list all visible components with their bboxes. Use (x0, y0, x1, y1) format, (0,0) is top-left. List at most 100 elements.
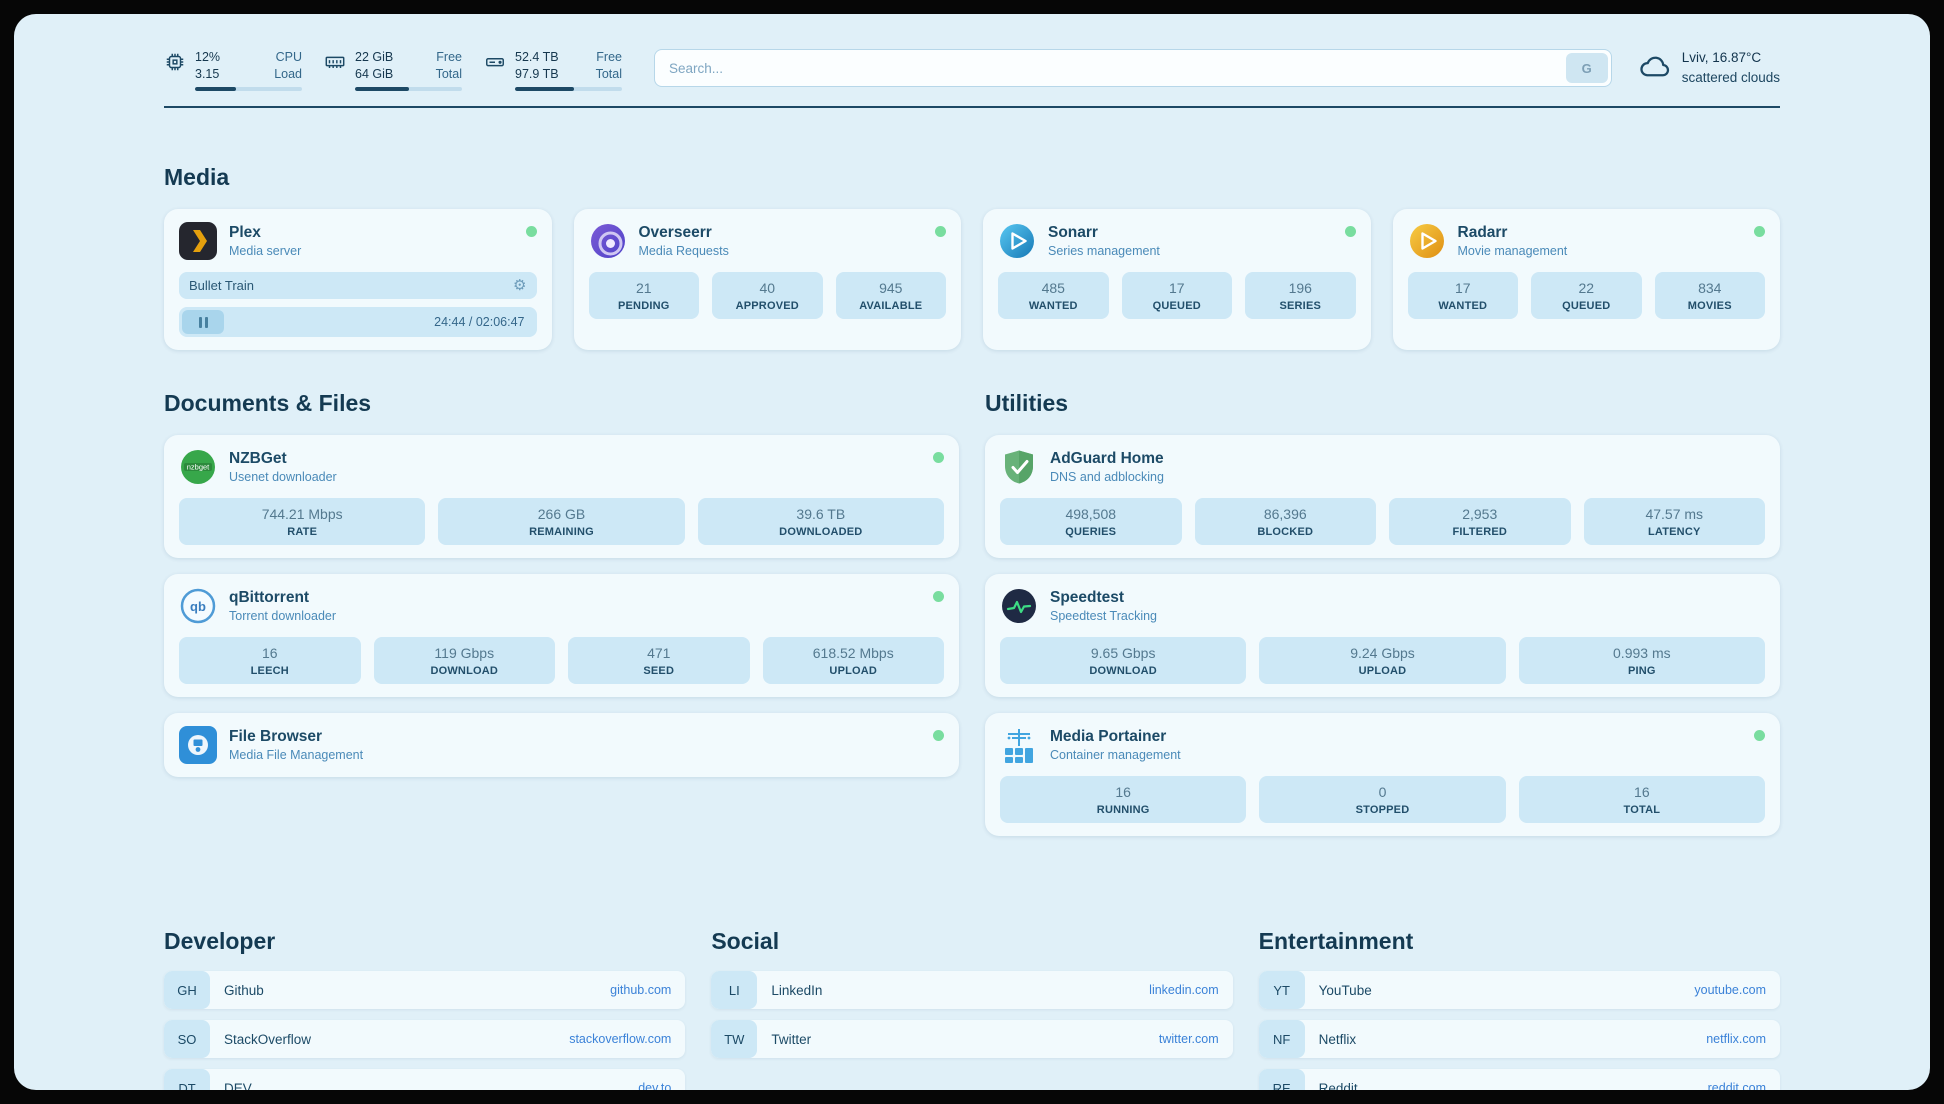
service-description: Media Requests (638, 243, 729, 258)
status-dot (933, 591, 944, 602)
stat-series: 196 SERIES (1245, 272, 1356, 319)
service-card-overseerr[interactable]: Overseerr Media Requests 21 PENDING 40 APP… (573, 209, 961, 350)
stat-queries: 498,508 QUERIES (1000, 498, 1182, 545)
documents-column: Documents & Files nzbget NZBGet Usenet d… (164, 350, 959, 777)
service-card-adguard[interactable]: AdGuard Home DNS and adblocking 498,508 Q… (985, 435, 1780, 558)
stat-wanted: 485 WANTED (998, 272, 1109, 319)
status-dot (933, 730, 944, 741)
search-bar: G (654, 49, 1612, 87)
memory-icon (324, 49, 346, 73)
bookmark-abbr: YT (1258, 971, 1305, 1009)
search-provider-button[interactable]: G (1565, 53, 1608, 83)
stat-upload: 9.24 Gbps UPLOAD (1259, 637, 1506, 684)
filebrowser-icon (179, 726, 217, 764)
disk-values: 52.4 TB 97.9 TB (515, 49, 559, 81)
stat-blocked: 86,396 BLOCKED (1194, 498, 1376, 545)
bookmark-name: YouTube (1318, 982, 1372, 998)
disk-usage-bar (515, 87, 622, 92)
service-name: qBittorrent (229, 588, 310, 606)
stat-movies: 834 MOVIES (1654, 272, 1765, 319)
bookmark-url[interactable]: youtube.com (1694, 983, 1766, 997)
service-card-sonarr[interactable]: Sonarr Series management 485 WANTED 17 QUE… (983, 209, 1371, 350)
service-card-filebrowser[interactable]: File Browser Media File Management (164, 713, 959, 777)
bookmark-dev[interactable]: DT DEV dev.to (164, 1069, 686, 1091)
playback-progress: 24:44 / 02:06:47 (179, 307, 537, 337)
plex-icon (179, 222, 217, 260)
bookmark-stackoverflow[interactable]: SO StackOverflow stackoverflow.com (164, 1020, 686, 1058)
bookmark-twitter[interactable]: TW Twitter twitter.com (711, 1020, 1233, 1058)
status-dot (525, 226, 537, 237)
media-cards: Plex Media server Bullet Train ⚙ 24:44 /… (164, 209, 1780, 350)
bookmark-netflix[interactable]: NF Netflix netflix.com (1258, 1020, 1780, 1058)
bookmark-group-entertainment: Entertainment YT YouTube youtube.com NF … (1258, 928, 1780, 1090)
weather-condition: scattered clouds (1681, 70, 1780, 85)
bookmark-name: DEV (224, 1080, 252, 1091)
search-input[interactable] (654, 49, 1612, 87)
service-card-nzbget[interactable]: nzbget NZBGet Usenet downloader 744.21 M… (164, 435, 959, 558)
service-card-qbittorrent[interactable]: qb qBittorrent Torrent downloader 16 LEEC… (164, 574, 959, 697)
stat-remaining: 266 GB REMAINING (438, 498, 685, 545)
bookmark-linkedin[interactable]: LI LinkedIn linkedin.com (711, 971, 1233, 1009)
stat-queued: 17 QUEUED (1121, 272, 1232, 319)
bookmark-url[interactable]: reddit.com (1707, 1081, 1766, 1090)
service-name: NZBGet (229, 449, 287, 467)
service-card-portainer[interactable]: Media Portainer Container management 16 R… (985, 713, 1780, 836)
overseerr-icon (589, 222, 627, 260)
stat-downloaded: 39.6 TB DOWNLOADED (697, 498, 944, 545)
now-playing-title: Bullet Train (189, 278, 255, 293)
bookmark-url[interactable]: twitter.com (1158, 1032, 1219, 1046)
stat-queued: 22 QUEUED (1531, 272, 1642, 319)
bookmark-reddit[interactable]: RE Reddit reddit.com (1258, 1069, 1780, 1090)
svg-text:nzbget: nzbget (187, 463, 210, 472)
pause-button[interactable] (182, 310, 224, 334)
service-description: Movie management (1457, 243, 1568, 258)
service-card-speedtest[interactable]: Speedtest Speedtest Tracking 9.65 Gbps DO… (985, 574, 1780, 697)
bookmark-abbr: TW (711, 1020, 758, 1058)
stat-upload: 618.52 Mbps UPLOAD (762, 637, 944, 684)
section-title-media: Media (164, 164, 230, 190)
speedtest-icon (1000, 587, 1038, 625)
service-description: Container management (1050, 747, 1181, 762)
bookmark-name: Netflix (1318, 1031, 1357, 1047)
memory-values: 22 GiB 64 GiB (355, 49, 394, 81)
bookmark-youtube[interactable]: YT YouTube youtube.com (1258, 971, 1780, 1009)
qbittorrent-icon: qb (179, 587, 217, 625)
cpu-labels: CPU Load (274, 49, 302, 81)
memory-usage-bar (355, 87, 462, 92)
service-description: Series management (1048, 243, 1160, 258)
service-name: Radarr (1457, 223, 1508, 241)
stat-total: 16 TOTAL (1518, 776, 1765, 823)
section-title-utilities: Utilities (985, 390, 1069, 416)
bookmark-abbr: LI (711, 971, 758, 1009)
bookmark-url[interactable]: netflix.com (1706, 1032, 1766, 1046)
sonarr-icon (998, 222, 1036, 260)
stat-running: 16 RUNNING (1000, 776, 1247, 823)
bookmark-url[interactable]: stackoverflow.com (569, 1032, 672, 1046)
service-card-radarr[interactable]: Radarr Movie management 17 WANTED 22 QUEUE… (1392, 209, 1780, 350)
stat-rate: 744.21 Mbps RATE (179, 498, 426, 545)
gear-icon[interactable]: ⚙ (513, 277, 527, 294)
bookmark-url[interactable]: linkedin.com (1149, 983, 1219, 997)
service-description: Media File Management (229, 747, 364, 762)
section-title-social: Social (711, 928, 780, 954)
weather-location: Lviv, 16.87°C (1681, 50, 1762, 66)
system-widgets: 12% 3.15 CPU Load 22 GiB 64 GiB Free Total (164, 45, 622, 92)
status-dot (1344, 226, 1356, 237)
bookmark-name: Twitter (771, 1031, 812, 1047)
bookmark-url[interactable]: dev.to (638, 1081, 672, 1090)
service-name: Overseerr (638, 223, 712, 241)
service-card-plex[interactable]: Plex Media server Bullet Train ⚙ 24:44 /… (164, 209, 552, 350)
bookmark-url[interactable]: github.com (610, 983, 672, 997)
cpu-values: 12% 3.15 (195, 49, 221, 81)
stat-latency: 47.57 ms LATENCY (1583, 498, 1765, 545)
service-name: AdGuard Home (1050, 449, 1164, 467)
status-dot (1754, 730, 1765, 741)
cpu-widget: 12% 3.15 CPU Load (164, 45, 302, 92)
service-name: Speedtest (1050, 588, 1125, 606)
bookmark-github[interactable]: GH Github github.com (164, 971, 686, 1009)
service-name: Sonarr (1048, 223, 1098, 241)
now-playing-row: Bullet Train ⚙ (179, 272, 537, 299)
bookmark-name: LinkedIn (771, 982, 823, 998)
topbar-divider (164, 106, 1780, 108)
section-title-developer: Developer (164, 928, 276, 954)
